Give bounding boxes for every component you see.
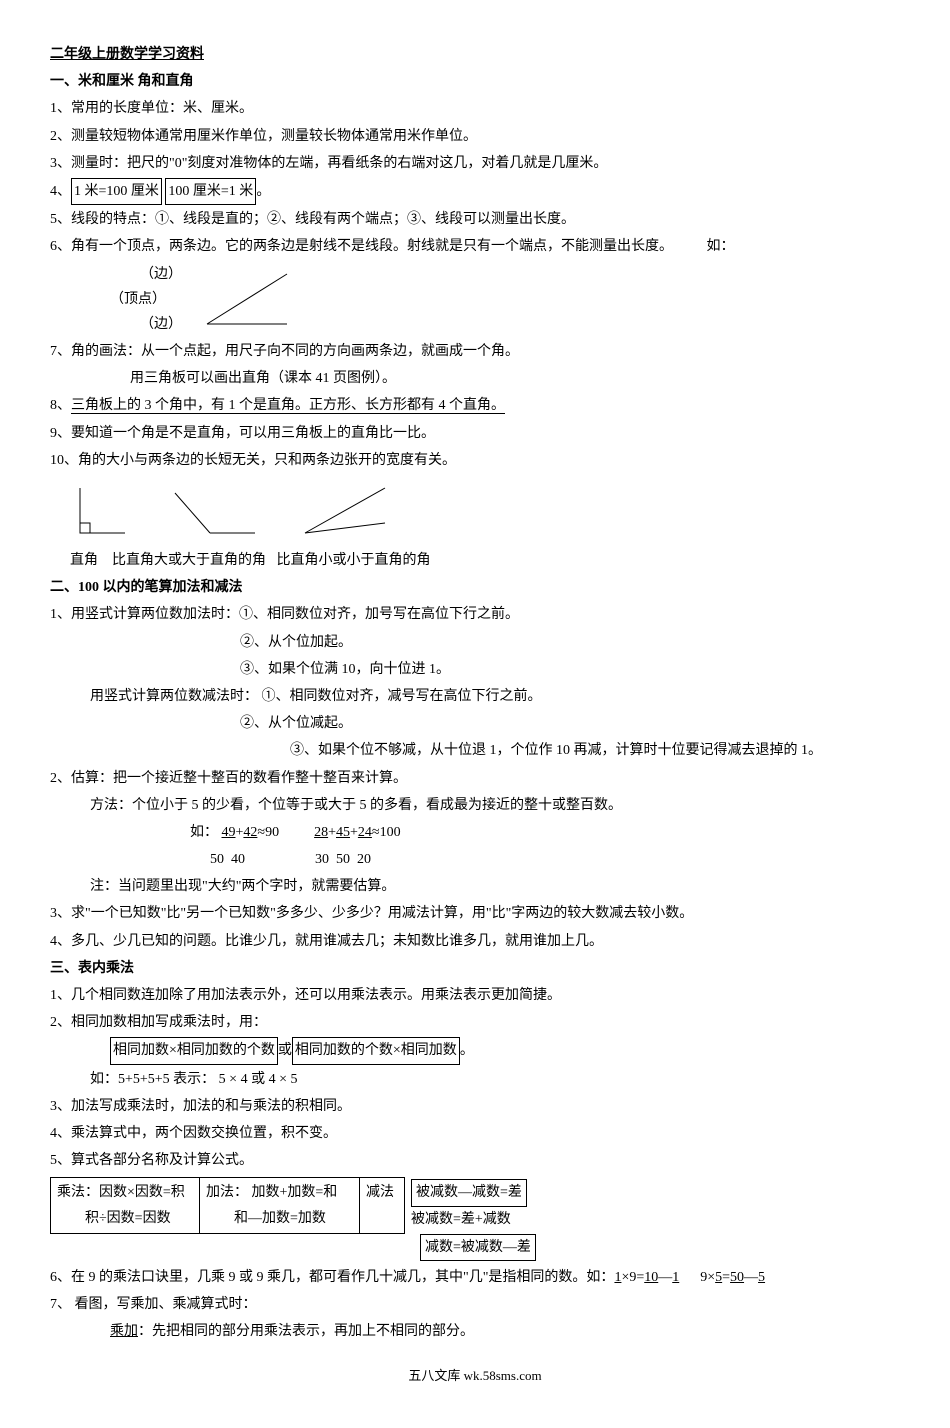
s1-i2: 2、测量较短物体通常用厘米作单位，测量较长物体通常用米作单位。 — [50, 124, 900, 149]
formula-r1c3b: 被减数—减数=差 — [411, 1179, 527, 1206]
s2-i2: 2、估算：把一个接近整十整百的数看作整十整百来计算。 — [50, 766, 900, 791]
s3-i2-boxes: 相同加数×相同加数的个数或相同加数的个数×相同加数。 — [50, 1037, 900, 1064]
s3-i6-m2: — — [658, 1270, 672, 1285]
doc-title: 二年级上册数学学习资料 — [50, 47, 204, 62]
s1-i6-text: 6、角有一个顶点，两条边。它的两条边是射线不是线段。射线就是只有一个端点，不能测… — [50, 239, 673, 254]
s1-i6: 6、角有一个顶点，两条边。它的两条边是射线不是线段。射线就是只有一个端点，不能测… — [50, 234, 900, 259]
s3-i2-box2: 相同加数的个数×相同加数 — [292, 1037, 460, 1064]
s2-i2c-u5: 24 — [358, 825, 372, 840]
s1-i4: 4、1 米=100 厘米 100 厘米=1 米。 — [50, 178, 900, 205]
s3-i2: 2、相同加数相加写成乘法时，用： — [50, 1010, 900, 1035]
s1-i10: 10、角的大小与两条边的长短无关，只和两条边张开的宽度有关。 — [50, 448, 900, 473]
s2-i2c-u3: 28 — [314, 825, 328, 840]
s1-i1: 1、常用的长度单位：米、厘米。 — [50, 96, 900, 121]
s1-i7b: 用三角板可以画出直角（课本 41 页图例）。 — [50, 366, 900, 391]
s1-i8: 8、三角板上的 3 个角中，有 1 个是直角。正方形、长方形都有 4 个直角。 — [50, 393, 900, 418]
s3-i6-pre: 6、在 9 的乘法口诀里，几乘 9 或 9 乘几，都可看作几十减几，其中"几"是… — [50, 1270, 614, 1285]
s3-i6-u6: 5 — [758, 1270, 765, 1285]
s3-i3: 3、加法写成乘法时，加法的和与乘法的积相同。 — [50, 1094, 900, 1119]
s2-i2b: 方法：个位小于 5 的少看，个位等于或大于 5 的多看，看成最为接近的整十或整百… — [50, 793, 900, 818]
formula-r2c1: 积÷因数=因数 — [57, 1206, 193, 1231]
angle-captions: 直角 比直角大或大于直角的角 比直角小或小于直角的角 — [50, 548, 900, 573]
three-angles-row — [50, 483, 900, 538]
angle-label-edge1: （边） — [140, 262, 182, 287]
formula-table: 乘法：因数×因数=积 积÷因数=因数 加法： 加数+加数=和 和—加数=加数 减… — [50, 1177, 900, 1261]
s2-i2e: 注：当问题里出现"大约"两个字时，就需要估算。 — [50, 874, 900, 899]
s3-i6-gap: 9× — [679, 1270, 715, 1285]
formula-r2c2: 和—加数=加数 — [206, 1206, 353, 1231]
angle-cap2: 比直角大或大于直角的角 — [112, 553, 266, 568]
s2-i2c-a2: ≈100 — [372, 825, 401, 840]
angle-acute — [300, 483, 390, 538]
s1-i9: 9、要知道一个角是不是直角，可以用三角板上的直角比一比。 — [50, 421, 900, 446]
section2-title: 二、100 以内的笔算加法和减法 — [50, 575, 900, 600]
section1-title: 一、米和厘米 角和直角 — [50, 69, 900, 94]
angle-label-vertex: （顶点） — [110, 287, 182, 312]
s1-i4-box2: 100 厘米=1 米 — [165, 178, 256, 205]
s3-i6-m4: — — [744, 1270, 758, 1285]
section3-title: 三、表内乘法 — [50, 956, 900, 981]
s2-i2c-u2: 42 — [243, 825, 257, 840]
s2-i1c: ③、如果个位满 10，向十位进 1。 — [50, 657, 900, 682]
s3-i7b: 乘加：先把相同的部分用乘法表示，再加上不相同的部分。 — [50, 1319, 900, 1344]
s1-i6-tail: 如： — [707, 239, 735, 254]
s2-i1d: 用竖式计算两位数减法时： ①、相同数位对齐，减号写在高位下行之前。 — [50, 684, 900, 709]
angle-right — [70, 483, 130, 538]
s3-i2-suffix: 。 — [460, 1043, 474, 1058]
s3-i4: 4、乘法算式中，两个因数交换位置，积不变。 — [50, 1121, 900, 1146]
s3-i2b: 如：5+5+5+5 表示： 5 × 4 或 4 × 5 — [50, 1067, 900, 1092]
s2-i1e: ②、从个位减起。 — [50, 711, 900, 736]
s2-i1: 1、用竖式计算两位数加法时：①、相同数位对齐，加号写在高位下行之前。 — [50, 602, 900, 627]
s2-i1f: ③、如果个位不够减，从十位退 1，个位作 10 再减，计算时十位要记得减去退掉的… — [50, 738, 900, 763]
formula-r3c3: 减数=被减数—差 — [420, 1234, 536, 1261]
page-footer: 五八文库 wk.58sms.com — [50, 1364, 900, 1387]
s2-i2c-u1: 49 — [222, 825, 236, 840]
s3-i2-box1: 相同加数×相同加数的个数 — [110, 1037, 278, 1064]
s2-i2c: 如： 49+42≈90 28+45+24≈100 — [50, 820, 900, 845]
s1-i8-u: 三角板上的 3 个角中，有 1 个是直角。正方形、长方形都有 4 个直角。 — [71, 398, 505, 414]
s2-i2c-a1: ≈90 — [257, 825, 279, 840]
s1-i3: 3、测量时：把尺的"0"刻度对准物体的左端，再看纸条的右端对这几，对着几就是几厘… — [50, 151, 900, 176]
s2-i3: 3、求"一个已知数"比"另一个已知数"多多少、少多少？用减法计算，用"比"字两边… — [50, 901, 900, 926]
angle-obtuse — [170, 483, 260, 538]
angle-label-edge2: （边） — [140, 312, 182, 337]
angle-cap1: 直角 — [70, 553, 98, 568]
formula-r1c1: 乘法：因数×因数=积 — [57, 1180, 193, 1205]
s3-i7: 7、 看图，写乘加、乘减算式时： — [50, 1292, 900, 1317]
s1-i7a: 7、角的画法：从一个点起，用尺子向不同的方向画两条边，就画成一个角。 — [50, 339, 900, 364]
s1-i4-box1: 1 米=100 厘米 — [71, 178, 162, 205]
s2-i2c-p2: + — [328, 825, 336, 840]
s3-i1: 1、几个相同数连加除了用加法表示外，还可以用乘法表示。用乘法表示更加简捷。 — [50, 983, 900, 1008]
s1-i4-suffix: 。 — [256, 184, 270, 199]
s2-i2d: 50 40 30 50 20 — [50, 847, 900, 872]
s2-i2c-u4: 45 — [336, 825, 350, 840]
s1-i5: 5、线段的特点：①、线段是直的；②、线段有两个端点；③、线段可以测量出长度。 — [50, 207, 900, 232]
s3-i7b-suffix: ：先把相同的部分用乘法表示，再加上不相同的部分。 — [138, 1324, 474, 1339]
s3-i6: 6、在 9 的乘法口诀里，几乘 9 或 9 乘几，都可看作几十减几，其中"几"是… — [50, 1265, 900, 1290]
angle-cap3: 比直角小或小于直角的角 — [277, 553, 431, 568]
s3-i5: 5、算式各部分名称及计算公式。 — [50, 1148, 900, 1173]
angle-icon — [202, 269, 292, 329]
s3-i6-u2: 10 — [644, 1270, 658, 1285]
s2-i1b: ②、从个位加起。 — [50, 630, 900, 655]
s3-i7b-u: 乘加 — [110, 1324, 138, 1339]
s3-i2-mid: 或 — [278, 1043, 292, 1058]
s3-i6-u5: 50 — [730, 1270, 744, 1285]
s1-i8-pre: 8、 — [50, 398, 71, 413]
s2-i4: 4、多几、少几已知的问题。比谁少几，就用谁减去几；未知数比谁多几，就用谁加上几。 — [50, 929, 900, 954]
formula-r1c2: 加法： 加数+加数=和 — [206, 1180, 353, 1205]
s2-i2c-pre: 如： — [190, 825, 218, 840]
s2-i2c-p3: + — [350, 825, 358, 840]
s1-i4-prefix: 4、 — [50, 184, 71, 199]
s3-i6-m3: = — [722, 1270, 730, 1285]
formula-r1c3: 减法 — [366, 1180, 398, 1205]
s3-i6-m1: ×9= — [621, 1270, 644, 1285]
angle-diagram-block: （边） （顶点） （边） — [50, 262, 900, 338]
formula-r2c3: 被减数=差+减数 — [411, 1207, 527, 1232]
